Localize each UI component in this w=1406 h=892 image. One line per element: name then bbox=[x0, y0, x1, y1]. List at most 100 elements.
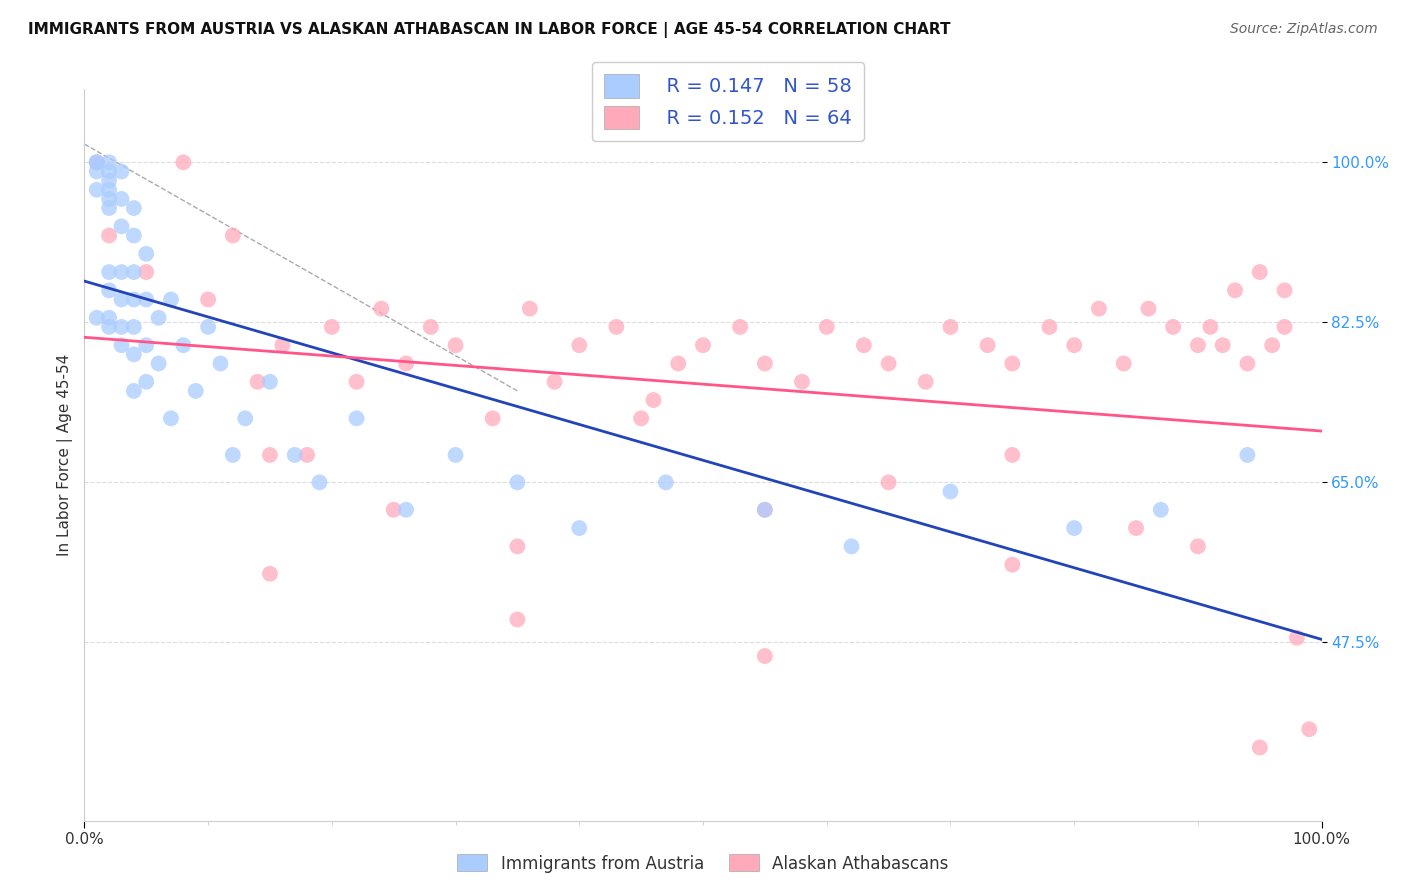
Point bbox=[692, 338, 714, 352]
Point bbox=[122, 265, 145, 279]
Point bbox=[308, 475, 330, 490]
Point bbox=[184, 384, 207, 398]
Point bbox=[222, 448, 245, 462]
Point bbox=[1063, 521, 1085, 535]
Point bbox=[1199, 320, 1222, 334]
Point bbox=[1223, 284, 1246, 298]
Point bbox=[86, 155, 108, 169]
Point bbox=[1001, 448, 1024, 462]
Point bbox=[209, 356, 232, 371]
Point bbox=[233, 411, 256, 425]
Point bbox=[197, 293, 219, 307]
Point bbox=[519, 301, 541, 316]
Point bbox=[1187, 539, 1209, 553]
Legend: Immigrants from Austria, Alaskan Athabascans: Immigrants from Austria, Alaskan Athabas… bbox=[451, 847, 955, 880]
Point bbox=[481, 411, 503, 425]
Point bbox=[259, 448, 281, 462]
Point bbox=[605, 320, 627, 334]
Point bbox=[395, 356, 418, 371]
Point bbox=[841, 539, 863, 553]
Point bbox=[110, 293, 132, 307]
Point bbox=[1150, 503, 1173, 517]
Point bbox=[110, 192, 132, 206]
Point bbox=[98, 164, 121, 178]
Point bbox=[86, 155, 108, 169]
Point bbox=[98, 201, 121, 215]
Point bbox=[98, 265, 121, 279]
Point bbox=[148, 356, 170, 371]
Point bbox=[1063, 338, 1085, 352]
Point bbox=[1187, 338, 1209, 352]
Point bbox=[197, 320, 219, 334]
Point bbox=[1249, 265, 1271, 279]
Point bbox=[1112, 356, 1135, 371]
Point bbox=[914, 375, 936, 389]
Point bbox=[259, 375, 281, 389]
Point bbox=[1038, 320, 1060, 334]
Point bbox=[643, 393, 665, 408]
Point bbox=[148, 310, 170, 325]
Point bbox=[86, 310, 108, 325]
Point bbox=[135, 265, 157, 279]
Point bbox=[1236, 356, 1258, 371]
Point bbox=[506, 539, 529, 553]
Point bbox=[1249, 740, 1271, 755]
Point bbox=[568, 521, 591, 535]
Point bbox=[122, 347, 145, 361]
Point bbox=[98, 310, 121, 325]
Y-axis label: In Labor Force | Age 45-54: In Labor Force | Age 45-54 bbox=[58, 354, 73, 556]
Point bbox=[1161, 320, 1184, 334]
Point bbox=[172, 338, 194, 352]
Point bbox=[1285, 631, 1308, 645]
Point bbox=[939, 484, 962, 499]
Point bbox=[98, 174, 121, 188]
Point bbox=[1001, 558, 1024, 572]
Point bbox=[543, 375, 565, 389]
Point bbox=[110, 265, 132, 279]
Point bbox=[1137, 301, 1160, 316]
Point bbox=[370, 301, 392, 316]
Point bbox=[939, 320, 962, 334]
Point bbox=[246, 375, 269, 389]
Point bbox=[86, 164, 108, 178]
Point bbox=[1088, 301, 1111, 316]
Point bbox=[790, 375, 813, 389]
Point bbox=[110, 320, 132, 334]
Point bbox=[877, 356, 900, 371]
Point bbox=[321, 320, 343, 334]
Point bbox=[284, 448, 307, 462]
Point bbox=[1212, 338, 1234, 352]
Point bbox=[382, 503, 405, 517]
Point bbox=[1001, 356, 1024, 371]
Point bbox=[852, 338, 875, 352]
Point bbox=[98, 155, 121, 169]
Point bbox=[160, 293, 183, 307]
Point bbox=[271, 338, 294, 352]
Point bbox=[98, 192, 121, 206]
Point bbox=[110, 219, 132, 234]
Point bbox=[122, 320, 145, 334]
Point bbox=[815, 320, 838, 334]
Point bbox=[1236, 448, 1258, 462]
Point bbox=[295, 448, 318, 462]
Point bbox=[98, 228, 121, 243]
Point bbox=[135, 293, 157, 307]
Point bbox=[122, 201, 145, 215]
Point bbox=[122, 293, 145, 307]
Point bbox=[444, 448, 467, 462]
Point bbox=[122, 228, 145, 243]
Point bbox=[630, 411, 652, 425]
Point bbox=[110, 164, 132, 178]
Point bbox=[135, 375, 157, 389]
Point bbox=[754, 503, 776, 517]
Point bbox=[1274, 320, 1296, 334]
Point bbox=[395, 503, 418, 517]
Point bbox=[1274, 284, 1296, 298]
Point bbox=[1261, 338, 1284, 352]
Point bbox=[877, 475, 900, 490]
Point bbox=[122, 384, 145, 398]
Point bbox=[135, 338, 157, 352]
Point bbox=[728, 320, 751, 334]
Point bbox=[160, 411, 183, 425]
Point bbox=[419, 320, 441, 334]
